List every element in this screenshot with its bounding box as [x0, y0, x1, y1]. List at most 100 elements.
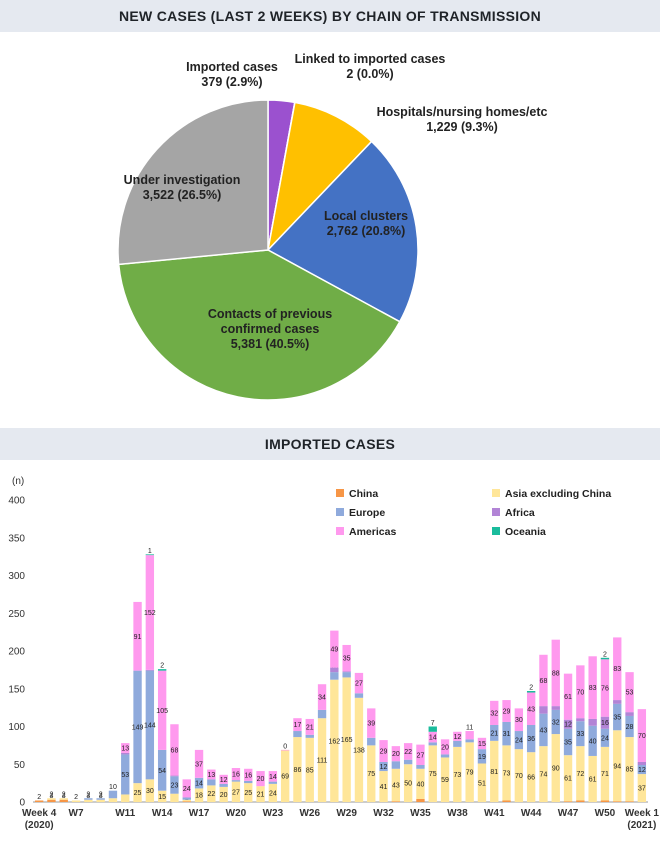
bar-europe: [293, 731, 302, 738]
bar-americas: [293, 718, 302, 732]
bar-europe: [563, 728, 573, 756]
bar-value-label: 2: [86, 792, 90, 799]
bar-europe: [84, 798, 93, 800]
bar-value-label: 1: [148, 548, 152, 555]
bar-value-label: 72: [576, 771, 584, 778]
bar-europe: [268, 781, 278, 784]
bar-asia: [207, 785, 216, 802]
bar-europe: [526, 724, 536, 753]
bar-value-label: 3: [99, 793, 103, 800]
bar-value-label: 66: [527, 775, 535, 782]
bar-europe: [576, 721, 585, 747]
x-tick-sublabel: (2021): [627, 820, 656, 831]
bar-americas: [403, 743, 413, 760]
bar-china: [613, 801, 622, 802]
bar-value-label: 2: [529, 685, 533, 692]
bar-value-label: 43: [392, 783, 400, 790]
x-tick-label: W14: [152, 808, 173, 819]
bar-asia: [551, 734, 560, 802]
bar-value-label: 165: [341, 737, 353, 744]
bar-asia: [244, 783, 253, 803]
bar-americas: [600, 659, 610, 717]
bar-americas: [157, 670, 167, 750]
bar-value-label: 22: [404, 749, 412, 756]
bar-value-label: 12: [380, 764, 388, 771]
bar-americas: [379, 740, 388, 762]
bar-americas: [563, 673, 573, 720]
bar-asia: [170, 793, 179, 802]
bar-africa: [551, 706, 560, 710]
bar-americas: [576, 665, 585, 719]
bar-value-label: 53: [121, 772, 129, 779]
bar-asia: [121, 794, 130, 802]
bar-asia: [588, 755, 597, 802]
bar-americas: [490, 700, 499, 725]
bar-americas: [539, 654, 548, 707]
x-tick-sublabel: (2020): [25, 820, 54, 831]
pie-slice-5: [117, 99, 269, 266]
bar-americas: [182, 779, 191, 798]
bar-oceania: [157, 669, 167, 671]
bar-europe: [465, 739, 474, 743]
bar-value-label: 36: [527, 736, 535, 743]
bar-americas: [477, 737, 487, 750]
bar-value-label: 2: [603, 651, 607, 658]
bar-asia: [391, 768, 401, 802]
legend-swatch-americas: [336, 527, 344, 535]
x-tick-label: Week 4: [22, 808, 57, 819]
bar-value-label: 34: [318, 695, 326, 702]
bar-value-label: 94: [613, 763, 621, 770]
pie-slice-3: [266, 140, 419, 323]
legend-swatch-china: [336, 489, 344, 497]
legend-label-asia: Asia excluding China: [505, 488, 611, 500]
bar-value-label: 75: [367, 771, 375, 778]
bar-value-label: 51: [478, 780, 486, 787]
bar-europe: [440, 754, 450, 758]
bar-americas: [133, 601, 142, 671]
legend-label-africa: Africa: [505, 507, 535, 519]
x-tick-label: W35: [410, 808, 431, 819]
bar-value-label: 32: [490, 710, 498, 717]
bar-chart-title: IMPORTED CASES: [0, 428, 660, 460]
bar-asia: [367, 745, 376, 803]
bar-china: [600, 800, 610, 802]
bar-value-label: 27: [417, 752, 425, 759]
bar-value-label: 13: [207, 772, 215, 779]
x-tick-label: W38: [447, 808, 468, 819]
bar-value-label: 70: [576, 689, 584, 696]
bar-asia: [342, 677, 351, 802]
bar-asia: [194, 788, 204, 802]
bar-africa: [600, 716, 610, 729]
x-tick-label: W23: [263, 808, 284, 819]
bar-asia: [539, 746, 548, 802]
bar-europe: [244, 780, 253, 784]
bar-africa: [625, 712, 634, 716]
bar-value-label: 32: [552, 719, 560, 726]
legend-swatch-africa: [492, 508, 500, 516]
pie-label-5: Under investigation 3,522 (26.5%): [124, 173, 241, 202]
bar-value-label: 3: [86, 793, 90, 800]
bar-americas: [502, 700, 511, 722]
bar-asia: [403, 764, 413, 802]
bar-asia: [145, 779, 155, 802]
bar-europe: [317, 709, 327, 719]
bar-europe: [379, 761, 388, 772]
bar-value-label: 61: [564, 776, 572, 783]
y-tick-label: 100: [8, 722, 25, 733]
bar-asia: [465, 742, 474, 802]
bar-value-label: 24: [269, 790, 277, 797]
bar-asia: [317, 718, 327, 802]
bar-value-label: 35: [343, 656, 351, 663]
bar-africa: [342, 671, 351, 673]
bar-europe: [416, 765, 425, 769]
y-tick-label: 400: [8, 496, 25, 507]
bar-europe: [367, 737, 376, 746]
bar-value-label: 41: [380, 784, 388, 791]
x-tick-label: W26: [299, 808, 320, 819]
bar-asia: [502, 745, 511, 801]
bar-europe: [342, 672, 351, 678]
bar-value-label: 28: [626, 724, 634, 731]
bar-value-label: 59: [441, 777, 449, 784]
stacked-bar-chart: 050100150200250300350400(n)2323223232510…: [8, 476, 659, 831]
bar-china: [502, 800, 511, 802]
